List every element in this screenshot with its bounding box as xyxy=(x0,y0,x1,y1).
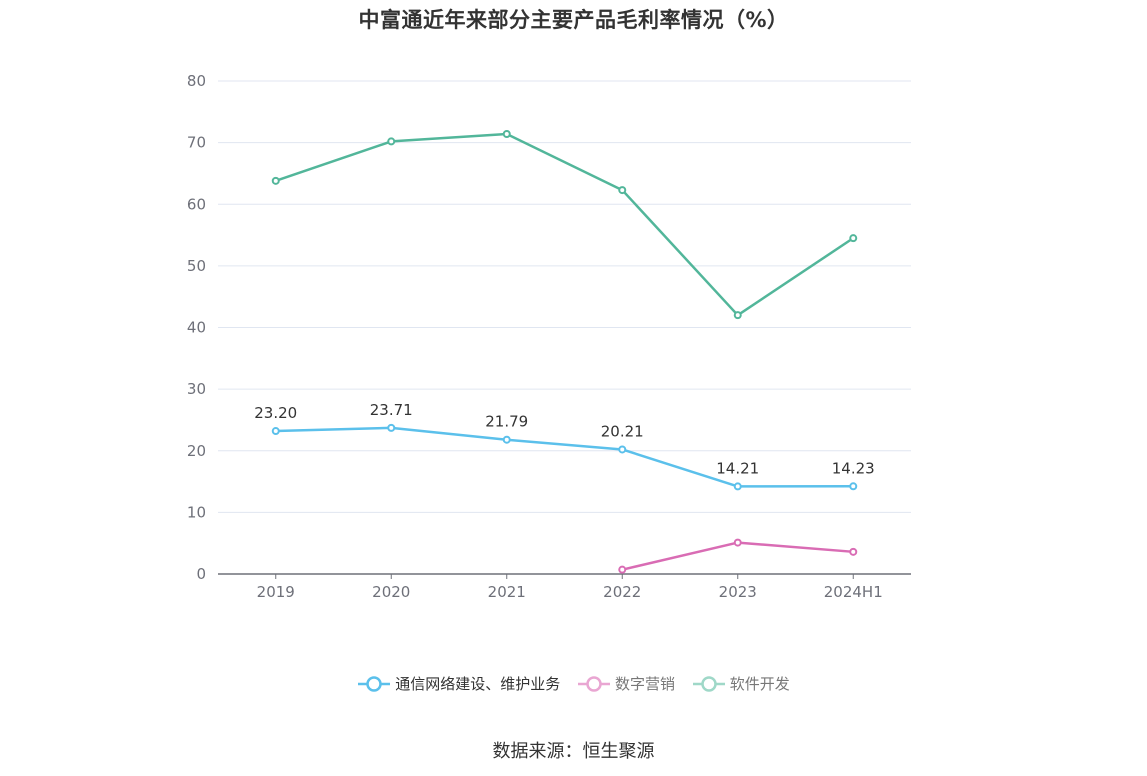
data-label-0-4: 14.21 xyxy=(716,459,759,477)
legend-item-marketing[interactable]: 数字营销 xyxy=(577,672,675,696)
legend-label-network: 通信网络建设、维护业务 xyxy=(395,675,561,693)
data-point-1-3[interactable] xyxy=(618,565,627,574)
y-tick-label: 0 xyxy=(196,565,206,583)
data-label-0-5: 14.23 xyxy=(832,459,875,477)
line-chart: 0 10 20 30 40 50 60 70 80 2019 2020 2021 2022 2023 202… xyxy=(187,72,911,601)
axes: 0 10 20 30 40 50 60 70 80 2019 2020 2021 2022 2023 202… xyxy=(187,72,911,601)
x-tick-label: 2020 xyxy=(372,583,410,601)
x-tick-label: 2023 xyxy=(719,583,757,601)
data-point-0-3[interactable] xyxy=(618,445,627,454)
data-label-0-3: 20.21 xyxy=(601,422,644,440)
legend-marker-marketing-icon xyxy=(577,676,610,692)
chart-title: 中富通近年来部分主要产品毛利率情况（%） xyxy=(358,8,789,32)
x-tick-label: 2022 xyxy=(603,583,641,601)
legend-marker-network-icon xyxy=(358,676,391,692)
data-point-2-5[interactable] xyxy=(849,234,858,243)
data-point-0-5[interactable] xyxy=(849,482,858,491)
data-label-0-2: 21.79 xyxy=(485,413,528,431)
y-tick-label: 60 xyxy=(187,195,206,213)
legend: 通信网络建设、维护业务 数字营销 软件开发 xyxy=(0,672,1147,697)
y-tick-label: 10 xyxy=(187,503,206,521)
data-point-0-1[interactable] xyxy=(387,423,396,432)
data-point-0-4[interactable] xyxy=(733,482,742,491)
data-point-2-1[interactable] xyxy=(387,137,396,146)
data-point-2-4[interactable] xyxy=(733,311,742,320)
legend-label-software: 软件开发 xyxy=(729,675,790,693)
x-tick-label: 2019 xyxy=(257,583,295,601)
series-lines xyxy=(271,129,858,574)
x-tick-label: 2021 xyxy=(488,583,526,601)
legend-label-marketing: 数字营销 xyxy=(614,675,675,693)
x-tick-label: 2024H1 xyxy=(824,583,883,601)
series-line-1 xyxy=(621,541,854,571)
y-tick-label: 30 xyxy=(187,380,206,398)
y-tick-label: 70 xyxy=(187,134,206,152)
legend-marker-software-icon xyxy=(692,676,725,692)
series-line-2 xyxy=(275,132,854,317)
data-point-1-4[interactable] xyxy=(733,538,742,547)
data-point-2-3[interactable] xyxy=(618,186,627,195)
data-point-1-5[interactable] xyxy=(849,547,858,556)
data-source: 数据来源：恒生聚源 xyxy=(492,741,655,762)
data-point-0-0[interactable] xyxy=(271,427,280,436)
data-label-0-0: 23.20 xyxy=(254,404,297,422)
y-tick-label: 50 xyxy=(187,257,206,275)
y-tick-label: 40 xyxy=(187,319,206,337)
data-labels: 23.20 23.71 21.79 20.21 14.21 14.23 xyxy=(254,401,874,478)
legend-item-network[interactable]: 通信网络建设、维护业务 xyxy=(357,672,560,696)
legend-item-software[interactable]: 软件开发 xyxy=(692,672,790,696)
data-point-2-0[interactable] xyxy=(271,176,280,185)
series-line-0 xyxy=(275,426,854,488)
grid-lines xyxy=(218,80,911,513)
data-label-0-1: 23.71 xyxy=(370,401,413,419)
data-point-2-2[interactable] xyxy=(502,129,511,138)
y-tick-label: 80 xyxy=(187,72,206,90)
data-point-0-2[interactable] xyxy=(502,435,511,444)
y-tick-label: 20 xyxy=(187,442,206,460)
